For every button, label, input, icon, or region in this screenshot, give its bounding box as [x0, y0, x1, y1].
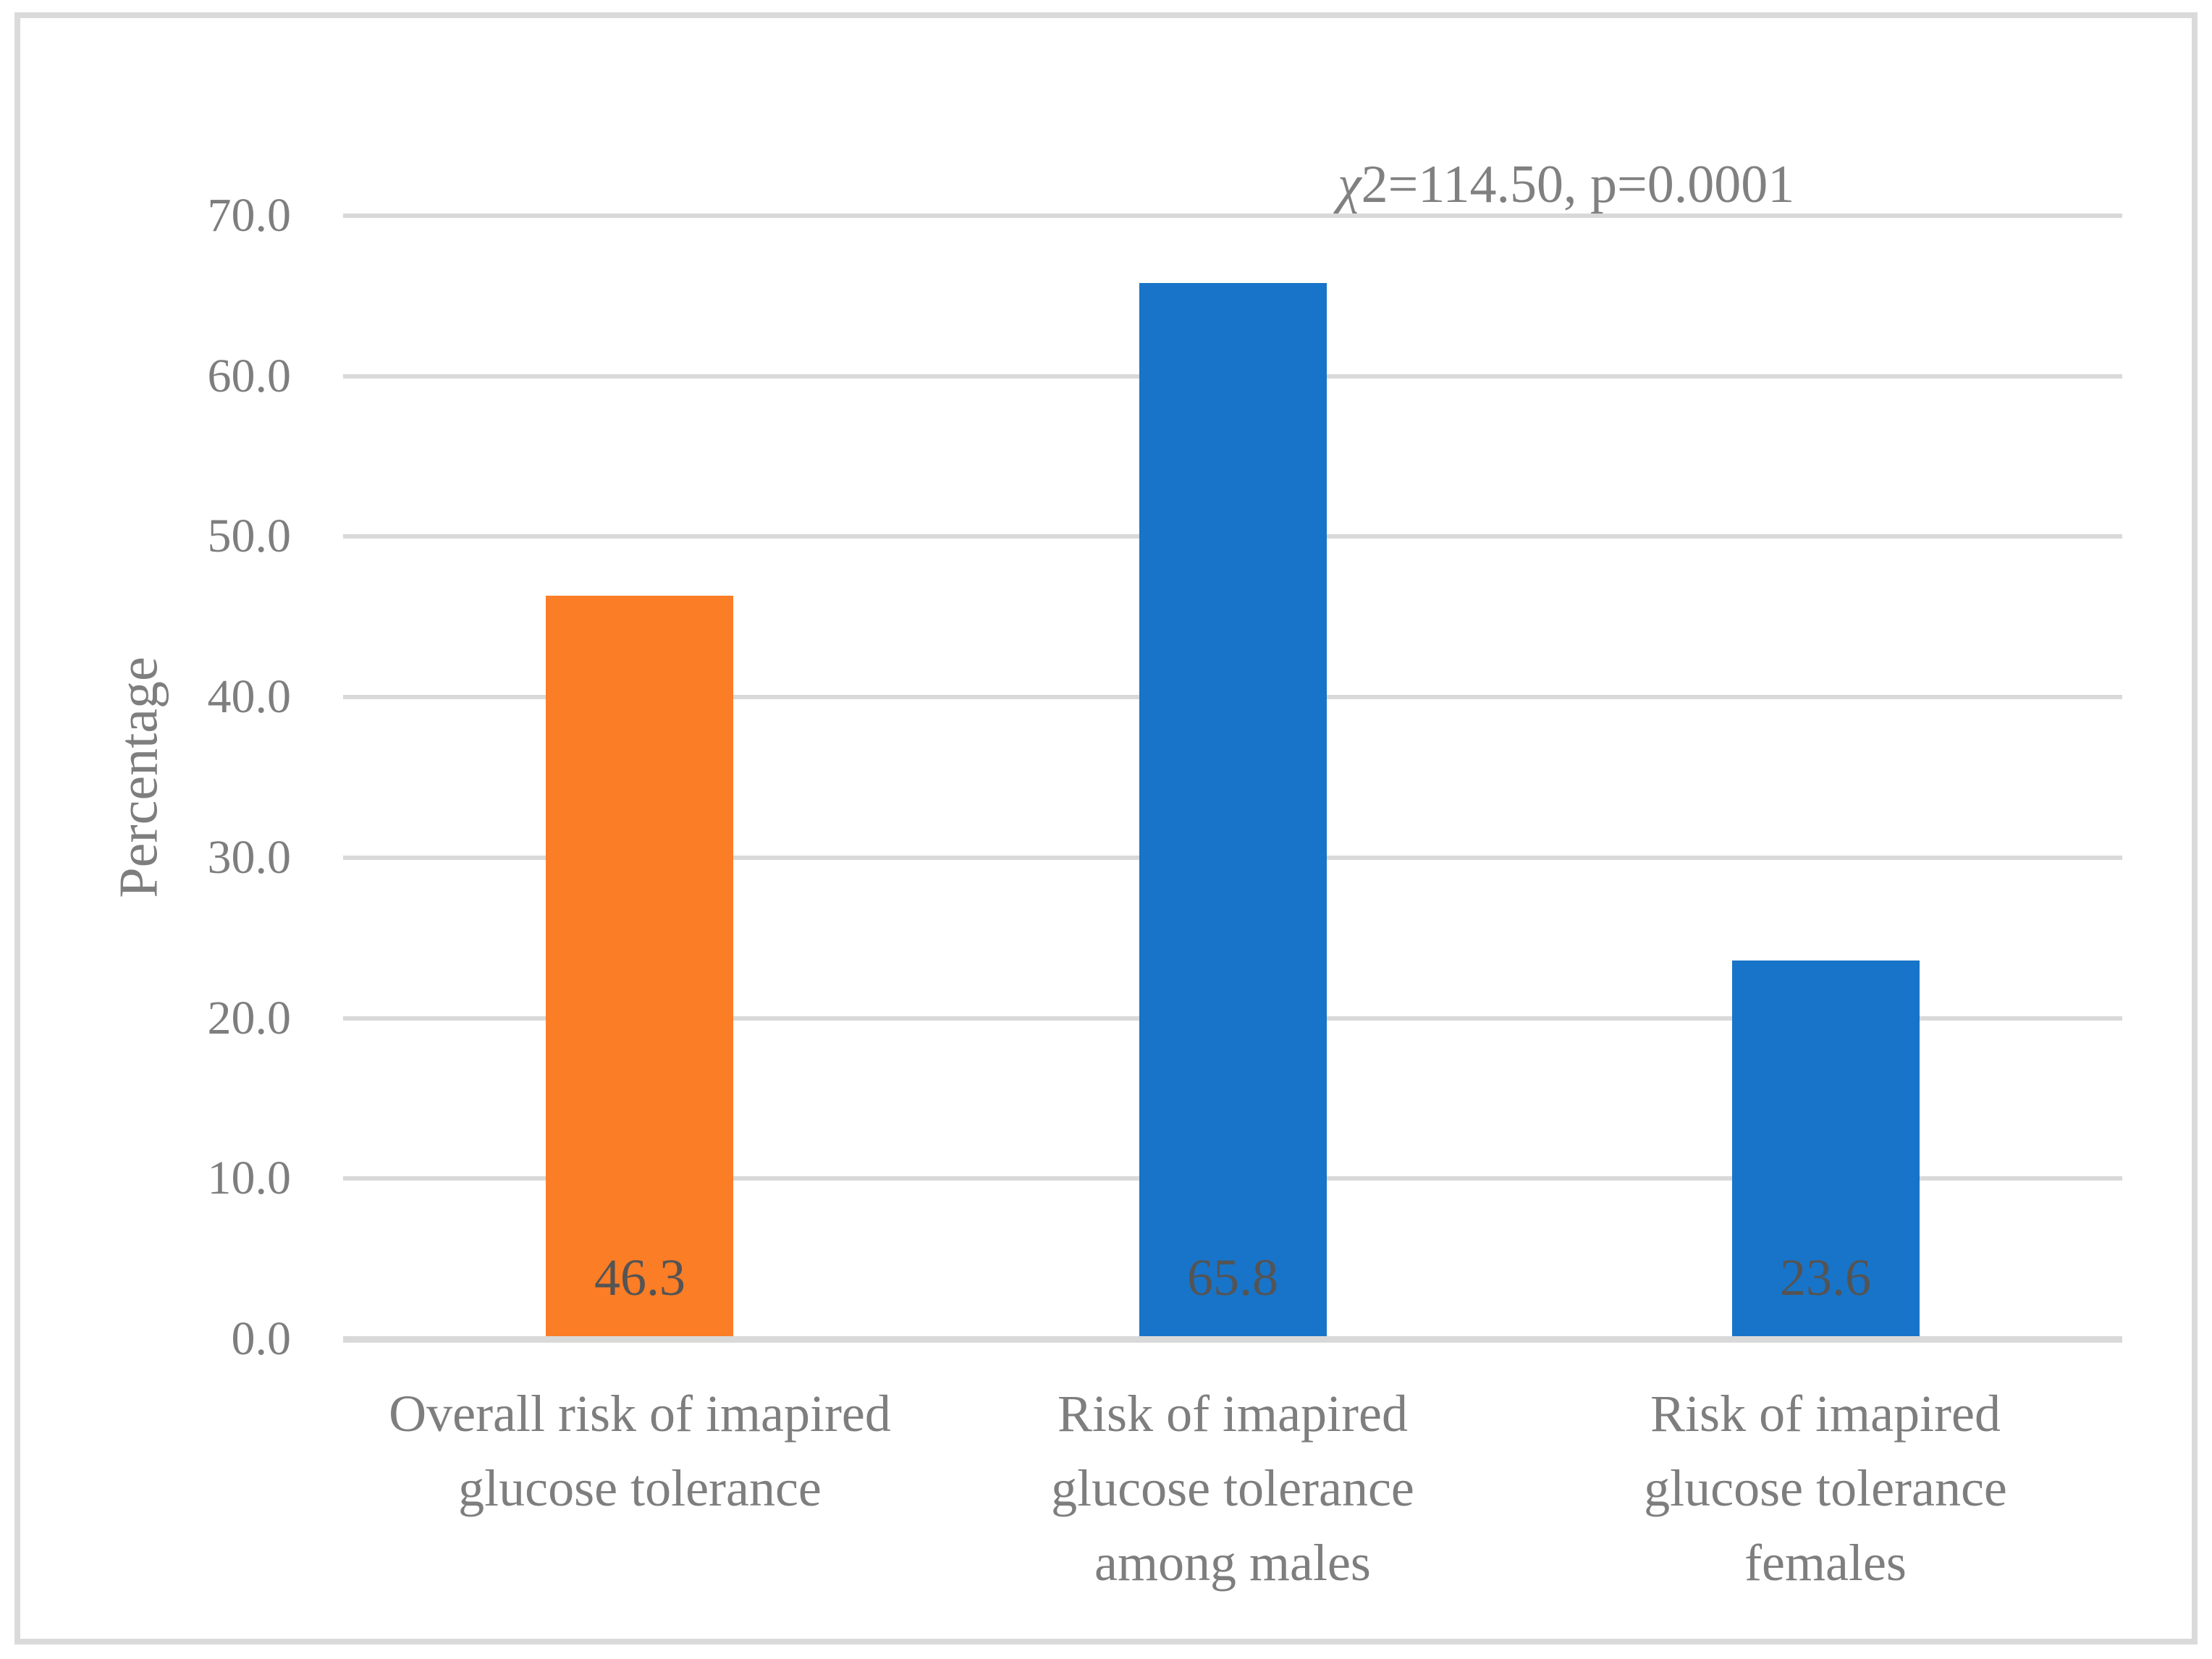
x-category-label: Overall risk of imapired glucose toleran…: [389, 1385, 891, 1517]
chi-symbol: χ: [1338, 155, 1362, 214]
y-tick-label: 70.0: [207, 189, 292, 242]
bar-3: [1732, 961, 1920, 1338]
y-tick-label: 50.0: [207, 510, 292, 562]
bar-value-label: 46.3: [594, 1249, 685, 1306]
y-tick-label: 60.0: [207, 350, 292, 402]
figure-border: [14, 12, 2198, 1645]
y-tick-label: 10.0: [207, 1152, 292, 1204]
bar-value-label: 65.8: [1187, 1249, 1278, 1306]
bar-1: [546, 596, 733, 1338]
chi-square-annotation: χ2=114.50, p=0.0001: [1338, 155, 1795, 214]
y-tick-label: 0.0: [231, 1312, 292, 1365]
y-tick-label: 20.0: [207, 992, 292, 1044]
x-category-label: Risk of imapired glucose tolerance among…: [1051, 1385, 1414, 1592]
bar-value-label: 23.6: [1780, 1249, 1871, 1306]
gridline: [343, 214, 2122, 218]
x-axis-line: [343, 1336, 2122, 1343]
x-category-label: Risk of imapired glucose tolerance femal…: [1644, 1385, 2007, 1592]
y-tick-label: 40.0: [207, 670, 292, 723]
y-tick-label: 30.0: [207, 831, 292, 884]
bar-2: [1139, 283, 1327, 1338]
